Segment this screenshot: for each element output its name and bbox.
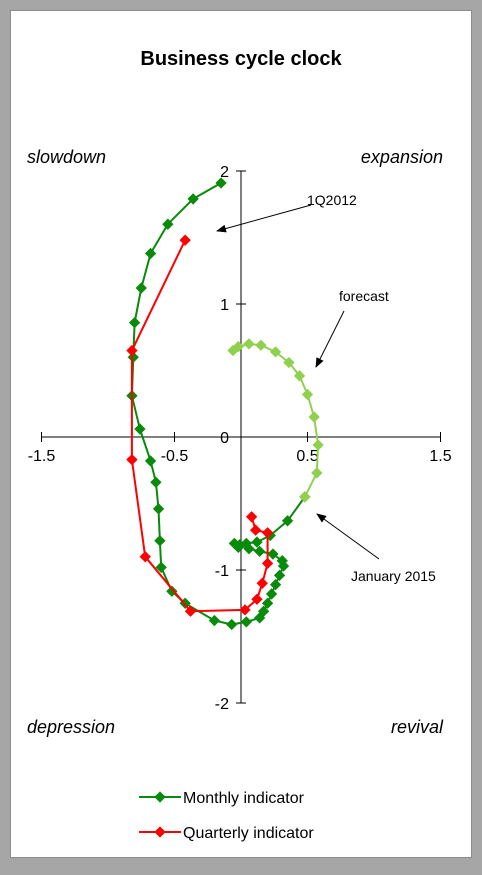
y-tick-label: -1 [215,563,229,580]
data-point [179,234,191,246]
annotation-arrow-forecast [315,310,345,368]
data-point [283,356,295,369]
series-layer [126,177,324,631]
legend-marker-quarterly [154,826,166,838]
data-point [155,561,167,573]
data-point [301,388,314,401]
annotation-january-2015: January 2015 [351,568,436,584]
data-point [299,491,311,503]
data-point [128,316,141,329]
data-point [139,551,151,563]
x-tick-label: -0.5 [161,448,189,465]
data-point [208,614,221,627]
data-point [308,411,320,423]
chart-canvas: Business cycle clock slowdown expansion … [27,48,452,842]
data-point [269,346,282,358]
quadrant-label-slowdown: slowdown [27,147,106,167]
data-point [240,537,252,550]
data-point [152,503,165,515]
data-point [135,282,147,294]
data-point [215,177,227,189]
y-tick-label: 0 [220,430,229,447]
x-tick-label: 1.5 [429,448,451,465]
data-point [261,597,274,609]
series-quarterly-line [130,239,269,613]
y-tick-label: 2 [220,164,229,181]
series-monthly-line [130,182,306,626]
data-point [273,569,286,581]
data-point [144,455,157,467]
series-forecast [227,338,324,503]
quadrant-label-revival: revival [391,717,444,737]
data-point [293,370,306,382]
data-point [261,527,274,539]
annotation-arrow-1q2012 [216,204,312,233]
data-point [245,511,258,523]
data-point [251,593,263,605]
data-point [126,453,138,466]
quadrant-label-depression: depression [27,717,115,737]
data-point [226,618,238,631]
data-point [134,423,146,435]
data-point [312,439,324,451]
x-tick-label: -1.5 [28,448,56,465]
data-point [311,467,323,479]
data-point [162,218,174,230]
y-tick-label: -2 [215,696,229,713]
data-point [154,535,166,547]
series-forecast-line [232,342,320,498]
annotation-1q2012: 1Q2012 [307,192,357,208]
data-point [267,548,279,560]
axes: -1.5 -0.5 0.5 1.5 2 1 0 -1 -2 [28,164,452,713]
y-tick-label: 1 [220,297,229,314]
data-point [187,193,199,205]
data-point [144,247,157,260]
series-quarterly [126,234,274,617]
data-point [227,344,239,357]
data-point [253,545,266,558]
data-point [150,476,162,488]
data-point [256,577,268,589]
data-point [257,605,270,617]
legend-label-monthly: Monthly indicator [183,790,305,807]
data-point [265,588,278,600]
data-point [239,604,251,616]
annotation-arrow-january-2015 [316,513,380,560]
legend-item-monthly: Monthly indicator [139,790,305,807]
x-tick-label: 0.5 [296,448,318,465]
chart-frame: Business cycle clock slowdown expansion … [10,10,472,858]
data-point [276,555,288,567]
data-point [281,515,294,527]
data-point [269,578,282,591]
data-point [240,616,252,628]
data-point [261,557,274,570]
data-point [251,536,263,548]
data-point [255,339,267,351]
legend-item-quarterly: Quarterly indicator [139,825,314,842]
chart-title: Business cycle clock [140,48,342,70]
legend-label-quarterly: Quarterly indicator [183,825,314,842]
data-point [184,605,197,617]
legend-marker-monthly [154,791,166,803]
data-point [166,585,178,597]
data-point [232,541,244,554]
quadrant-label-expansion: expansion [361,147,443,167]
annotation-forecast: forecast [339,288,389,304]
data-point [249,524,262,536]
legend: Monthly indicator Quarterly indicator [139,790,314,842]
data-point [243,338,255,350]
